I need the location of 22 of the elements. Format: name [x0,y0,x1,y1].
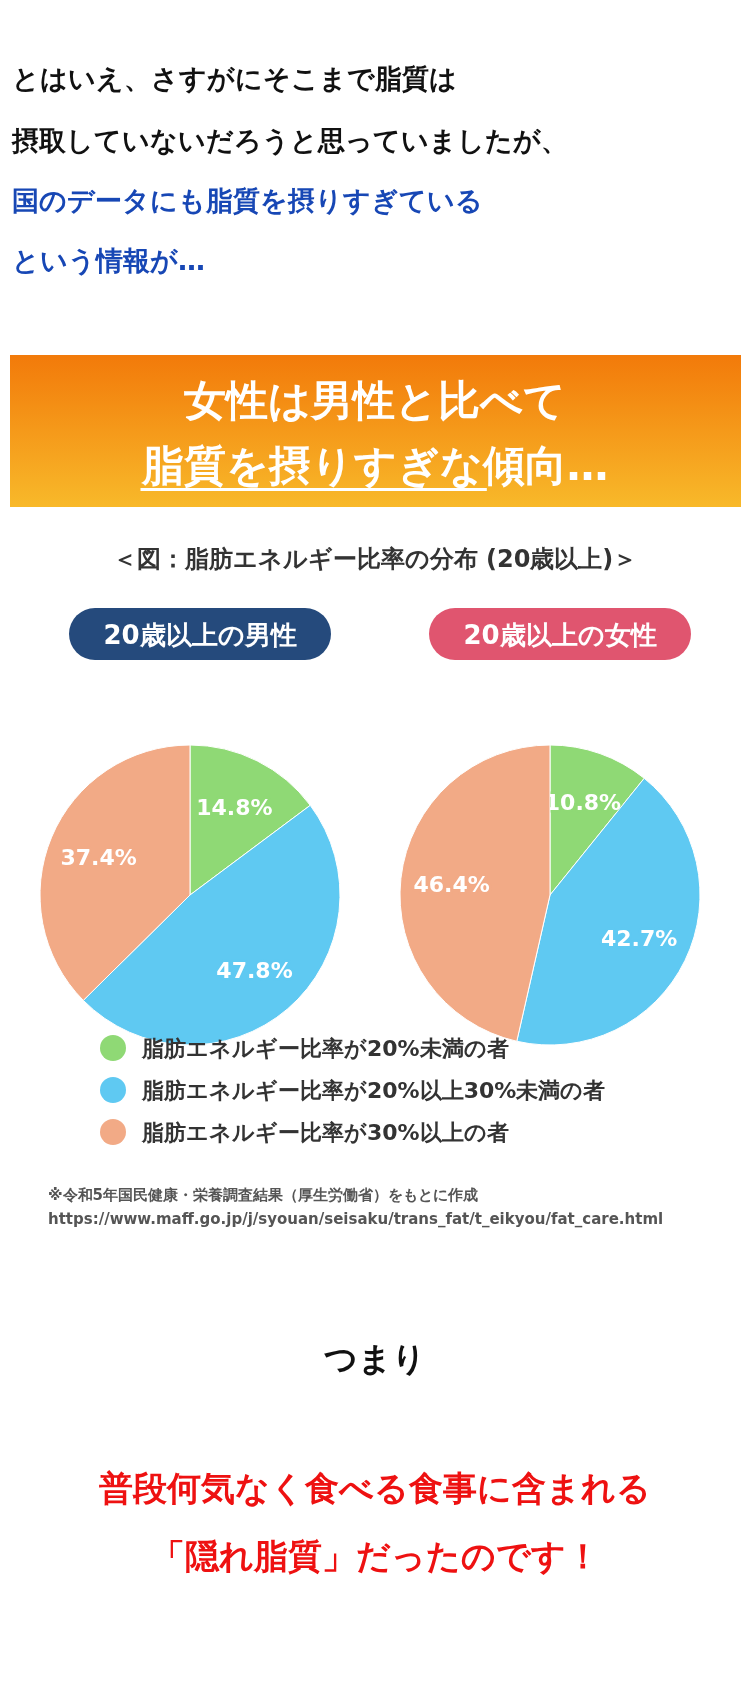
text: ※令和5年国民健康・栄養調査結果（厚生労働省）をもとに作成 [48,1186,479,1204]
text: つまり [324,1339,426,1378]
chart-title: 20歳以上の男性 [103,620,297,650]
data-label: 37.4% [60,844,137,870]
legend-label: 脂肪エネルギー比率が20%未満の者 [141,1036,509,1061]
data-label: 42.7% [600,926,678,952]
legend-label: 脂肪エネルギー比率が20%以上30%未満の者 [141,1078,606,1103]
data-label: 46.4% [413,871,490,897]
text: とはいえ、さすがにそこまで脂質は [12,63,457,94]
text: 脂質を摂りすぎな傾向… [140,441,609,490]
text: という情報が… [12,245,205,276]
text: 普段何気なく食べる食事に含まれる [99,1468,651,1508]
chart-subtitle: ＜図：脂肪エネルギー比率の分布 (20歳以上)＞ [112,545,638,573]
chart-title: 20歳以上の女性 [463,620,657,650]
data-label: 47.8% [216,958,293,984]
text: 国のデータにも脂質を摂りすぎている [12,185,483,216]
text: 「隠れ脂質」だったのです！ [150,1536,600,1576]
data-label: 14.8% [196,794,273,820]
legend-label: 脂肪エネルギー比率が30%以上の者 [141,1120,509,1145]
text: 摂取していないだろうと思っていましたが、 [11,125,568,156]
text: https://www.maff.go.jp/j/syouan/seisaku/trans_fat/t_eikyou/fat_care.html [48,1210,664,1228]
text: 女性は男性と比べて [183,376,566,425]
